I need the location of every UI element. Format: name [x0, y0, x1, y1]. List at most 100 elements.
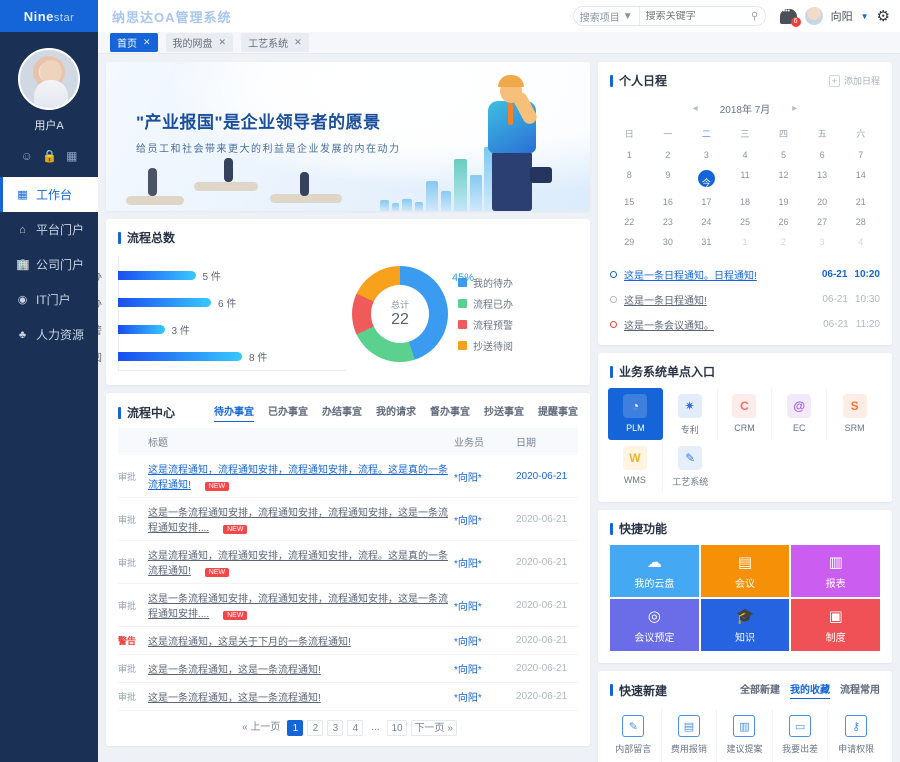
system-SRM[interactable]: S SRM — [827, 388, 882, 440]
calendar-day[interactable]: 21 — [855, 197, 866, 207]
calendar-day[interactable]: 4 — [858, 237, 864, 247]
create-内部留言[interactable]: ✎ 内部留言 — [606, 709, 662, 761]
calendar-day[interactable]: 7 — [858, 150, 864, 160]
schedule-item[interactable]: 这是一条会议通知。 06-21 11:20 — [610, 312, 880, 337]
table-row[interactable]: 审批 这是一条流程通知，这是一条流程通知! *向阳* 2020-06-21 — [118, 682, 578, 711]
calendar-day[interactable]: 20 — [817, 197, 828, 207]
calendar-day[interactable]: 12 — [778, 170, 789, 180]
system-EC[interactable]: @ EC — [772, 388, 828, 440]
calendar-day[interactable]: 3 — [819, 237, 825, 247]
calendar-day[interactable]: 31 — [701, 237, 712, 247]
chevron-right-icon[interactable]: ▸ — [792, 103, 798, 114]
schedule-item[interactable]: 这是一条日程通知! 06-21 10:30 — [610, 287, 880, 312]
system-WMS[interactable]: W WMS — [608, 440, 663, 492]
chevron-down-icon[interactable]: ▼ — [860, 11, 869, 21]
lock-icon[interactable]: 🔒 — [41, 149, 57, 163]
row-title-link[interactable]: 这是一条流程通知，这是一条流程通知! — [148, 693, 321, 704]
create-申请权限[interactable]: ⚷ 申请权限 — [828, 709, 884, 761]
calendar-day[interactable]: 13 — [817, 170, 828, 180]
create-费用报销[interactable]: ▤ 费用报销 — [662, 709, 718, 761]
schedule-item[interactable]: 这是一条日程通知。日程通知! 06-21 10:20 — [610, 262, 880, 287]
calendar-day[interactable]: 23 — [662, 217, 673, 227]
close-icon[interactable]: ✕ — [218, 37, 227, 47]
page-10[interactable]: 10 — [387, 720, 407, 736]
sidebar-item-1[interactable]: ▦ 工作台 — [0, 177, 98, 212]
schedule-link[interactable]: 这是一条会议通知。 — [624, 321, 714, 332]
calendar-day[interactable]: 27 — [817, 217, 828, 227]
sidebar-item-5[interactable]: ♣ 人力资源 — [0, 317, 98, 352]
calendar-day[interactable]: 25 — [739, 217, 750, 227]
calendar-day[interactable]: 29 — [624, 237, 635, 247]
schedule-link[interactable]: 这是一条日程通知! — [624, 296, 707, 307]
calendar-day[interactable]: 24 — [701, 217, 712, 227]
tab-工艺系统[interactable]: 工艺系统 ✕ — [241, 33, 309, 52]
calendar-day[interactable]: 今 — [687, 165, 726, 192]
table-row[interactable]: 审批 这是一条流程通知安排，流程通知安排，流程通知安排，这是一条流程通知安排...… — [118, 497, 578, 541]
schedule-link[interactable]: 这是一条日程通知。日程通知! — [624, 271, 757, 282]
calendar-day[interactable]: 1 — [742, 237, 748, 247]
quick-tile-会议[interactable]: ▤ 会议 — [700, 545, 790, 597]
chevron-left-icon[interactable]: ◂ — [692, 103, 698, 114]
system-CRM[interactable]: C CRM — [718, 388, 773, 440]
row-title-link[interactable]: 这是流程通知，流程通知安排，流程通知安排，流程。这是真的一条流程通知! — [148, 465, 448, 491]
quick-tile-报表[interactable]: ▥ 报表 — [791, 545, 880, 597]
close-icon[interactable]: ✕ — [143, 37, 151, 47]
system-PLM[interactable]: ◔ PLM — [608, 388, 663, 440]
process-tab-督办事宜[interactable]: 督办事宜 — [430, 407, 470, 418]
quick-tile-会议预定[interactable]: ◎ 会议预定 — [610, 599, 699, 651]
table-row[interactable]: 警告 这是流程通知，这是关于下月的一条流程通知! *向阳* 2020-06-21 — [118, 626, 578, 655]
page-2[interactable]: 2 — [307, 720, 324, 736]
calendar-day[interactable]: 15 — [624, 197, 635, 207]
page-3[interactable]: 3 — [327, 720, 344, 736]
prev-page-button[interactable]: « 上一页 — [239, 720, 284, 736]
add-schedule-button[interactable]: + 添加日程 — [828, 74, 880, 87]
calendar-day[interactable]: 28 — [855, 217, 866, 227]
process-tab-待办事宜[interactable]: 待办事宜 — [214, 403, 254, 422]
table-row[interactable]: 审批 这是一条流程通知安排，流程通知安排，流程通知安排，这是一条流程通知安排...… — [118, 583, 578, 627]
avatar[interactable] — [804, 7, 823, 25]
create-我要出差[interactable]: ▭ 我要出差 — [773, 709, 829, 761]
row-title-link[interactable]: 这是流程通知，这是关于下月的一条流程通知! — [148, 637, 351, 648]
calendar-day[interactable]: 19 — [778, 197, 789, 207]
quick-create-tab-全部新建[interactable]: 全部新建 — [740, 685, 780, 696]
search-icon[interactable]: ⚲ — [750, 10, 759, 22]
calendar-day[interactable]: 30 — [662, 237, 673, 247]
calendar-day[interactable]: 6 — [819, 150, 825, 160]
calendar-day[interactable]: 14 — [855, 170, 866, 180]
next-page-button[interactable]: 下一页 » — [410, 720, 457, 736]
quick-tile-我的云盘[interactable]: ☁ 我的云盘 — [610, 545, 699, 597]
create-建议提案[interactable]: ▥ 建议提案 — [717, 709, 773, 761]
calendar-day[interactable]: 22 — [624, 217, 635, 227]
calendar-day[interactable]: 5 — [781, 150, 787, 160]
search-category-dropdown[interactable]: 搜索项目 ▼ — [574, 7, 640, 25]
calendar-day[interactable]: 11 — [740, 170, 750, 180]
calendar-day[interactable]: 2 — [781, 237, 787, 247]
process-tab-办结事宜[interactable]: 办结事宜 — [322, 407, 362, 418]
calendar-day[interactable]: 26 — [778, 217, 789, 227]
calendar-day[interactable]: 8 — [626, 170, 632, 180]
hero-banner[interactable]: "产业报国"是企业领导者的愿景 给员工和社会带来更大的利益是企业发展的内在动力 — [106, 62, 590, 211]
process-tab-已办事宜[interactable]: 已办事宜 — [268, 407, 308, 418]
calendar-day[interactable]: 3 — [703, 150, 709, 160]
calendar-day[interactable]: 16 — [662, 197, 673, 207]
page-4[interactable]: 4 — [347, 720, 364, 736]
row-title-link[interactable]: 这是一条流程通知安排，流程通知安排，流程通知安排，这是一条流程通知安排.... — [148, 508, 448, 534]
avatar[interactable] — [18, 48, 80, 110]
process-tab-抄送事宜[interactable]: 抄送事宜 — [484, 407, 524, 418]
sidebar-item-4[interactable]: ◉ IT门户 — [0, 282, 98, 317]
calendar-day[interactable]: 1 — [626, 150, 632, 160]
logo[interactable]: Ninestar — [0, 0, 98, 32]
calendar-day[interactable]: 4 — [742, 150, 748, 160]
row-title-link[interactable]: 这是一条流程通知安排，流程通知安排，流程通知安排，这是一条流程通知安排.... — [148, 594, 448, 620]
chat-icon[interactable]: 6 — [779, 8, 801, 27]
quick-create-tab-流程常用[interactable]: 流程常用 — [840, 685, 880, 696]
system-专利[interactable]: ✷ 专利 — [663, 388, 718, 440]
quick-tile-制度[interactable]: ▣ 制度 — [791, 599, 880, 651]
table-row[interactable]: 审批 这是流程通知，流程通知安排，流程通知安排，流程。这是真的一条流程通知! NEW… — [118, 540, 578, 584]
page-1[interactable]: 1 — [287, 720, 304, 736]
table-row[interactable]: 审批 这是流程通知，流程通知安排，流程通知安排，流程。这是真的一条流程通知! NEW… — [118, 455, 578, 498]
process-tab-我的请求[interactable]: 我的请求 — [376, 407, 416, 418]
person-icon[interactable]: ☺ — [20, 149, 33, 163]
calendar-day[interactable]: 18 — [739, 197, 750, 207]
calendar-day[interactable]: 17 — [701, 197, 712, 207]
